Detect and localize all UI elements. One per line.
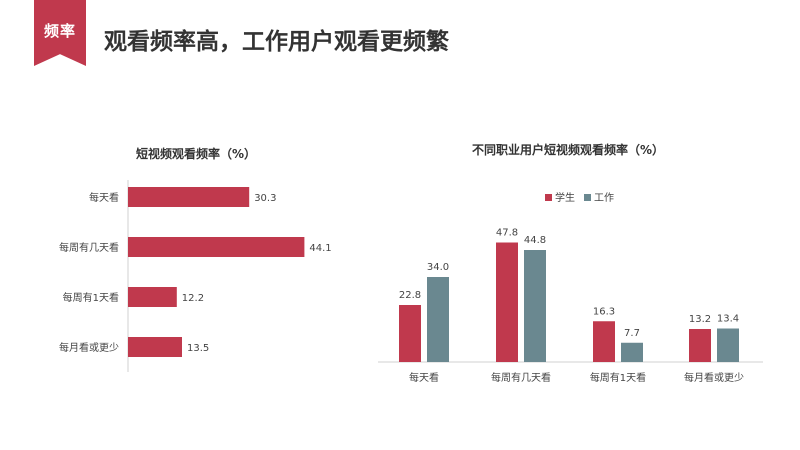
right-value-label: 44.8 xyxy=(524,235,546,246)
right-bar xyxy=(496,242,518,362)
right-value-label: 34.0 xyxy=(427,262,449,273)
right-value-label: 16.3 xyxy=(593,306,615,317)
right-category-label: 每天看 xyxy=(409,371,439,384)
right-value-label: 13.2 xyxy=(689,314,711,325)
left-bar xyxy=(128,237,305,257)
badge-label: 频率 xyxy=(43,22,76,40)
left-bar xyxy=(128,287,177,307)
right-value-label: 13.4 xyxy=(717,314,739,325)
right-bar xyxy=(593,321,615,362)
left-category-label: 每天看 xyxy=(89,191,119,204)
left-bar xyxy=(128,337,182,357)
right-bar xyxy=(524,250,546,362)
left-category-label: 每周有几天看 xyxy=(59,241,119,254)
legend-label: 工作 xyxy=(594,192,614,204)
legend-swatch xyxy=(584,194,591,201)
right-value-label: 22.8 xyxy=(399,290,421,301)
left-value-label: 12.2 xyxy=(182,293,204,304)
right-bar xyxy=(689,329,711,362)
legend-label: 学生 xyxy=(555,191,575,204)
left-value-label: 13.5 xyxy=(187,343,209,354)
right-category-label: 每周有1天看 xyxy=(590,371,646,384)
left-chart-title: 短视频观看频率（%） xyxy=(136,147,257,161)
right-bar xyxy=(399,305,421,362)
right-value-label: 47.8 xyxy=(496,228,518,239)
page-title: 观看频率高，工作用户观看更频繁 xyxy=(104,29,449,55)
right-category-label: 每周有几天看 xyxy=(491,371,551,384)
left-category-label: 每周有1天看 xyxy=(63,291,119,304)
left-value-label: 30.3 xyxy=(254,193,276,204)
left-value-label: 44.1 xyxy=(309,243,331,254)
right-category-label: 每月看或更少 xyxy=(684,371,744,384)
right-bar xyxy=(621,342,643,362)
right-bar xyxy=(717,328,739,362)
right-value-label: 7.7 xyxy=(624,328,640,339)
left-category-label: 每月看或更少 xyxy=(59,341,119,354)
right-chart-title: 不同职业用户短视频观看频率（%） xyxy=(472,143,665,157)
legend-swatch xyxy=(545,194,552,201)
left-bar xyxy=(128,187,250,207)
right-bar xyxy=(427,277,449,362)
